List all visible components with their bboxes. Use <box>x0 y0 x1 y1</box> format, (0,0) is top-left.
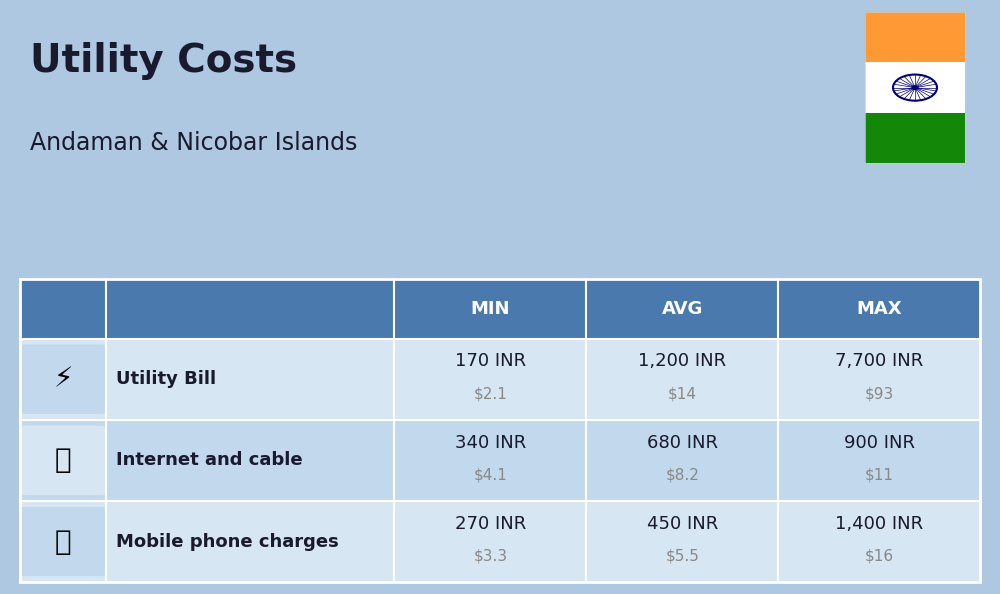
Text: 680 INR: 680 INR <box>647 434 718 451</box>
Text: $93: $93 <box>865 387 894 402</box>
FancyBboxPatch shape <box>778 420 980 501</box>
Text: $3.3: $3.3 <box>473 549 507 564</box>
Text: $2.1: $2.1 <box>473 387 507 402</box>
FancyBboxPatch shape <box>586 420 778 501</box>
FancyBboxPatch shape <box>394 339 586 420</box>
FancyBboxPatch shape <box>20 339 106 420</box>
Text: 450 INR: 450 INR <box>647 515 718 533</box>
FancyBboxPatch shape <box>865 62 965 113</box>
Circle shape <box>912 86 918 89</box>
FancyBboxPatch shape <box>586 339 778 420</box>
Text: 📱: 📱 <box>55 527 72 555</box>
FancyBboxPatch shape <box>106 420 394 501</box>
FancyBboxPatch shape <box>20 426 106 495</box>
Text: $4.1: $4.1 <box>473 467 507 483</box>
Text: ⚡: ⚡ <box>53 365 73 393</box>
Text: 1,400 INR: 1,400 INR <box>835 515 923 533</box>
FancyBboxPatch shape <box>778 339 980 420</box>
FancyBboxPatch shape <box>778 501 980 582</box>
Text: $11: $11 <box>865 467 894 483</box>
FancyBboxPatch shape <box>106 339 394 420</box>
Text: MAX: MAX <box>856 300 902 318</box>
Text: 7,700 INR: 7,700 INR <box>835 352 923 370</box>
FancyBboxPatch shape <box>865 113 965 163</box>
FancyBboxPatch shape <box>394 279 586 339</box>
FancyBboxPatch shape <box>586 279 778 339</box>
FancyBboxPatch shape <box>20 345 106 414</box>
Text: Internet and cable: Internet and cable <box>116 451 303 469</box>
Text: $8.2: $8.2 <box>665 467 699 483</box>
Text: 📡: 📡 <box>55 446 72 475</box>
Text: 900 INR: 900 INR <box>844 434 915 451</box>
FancyBboxPatch shape <box>394 501 586 582</box>
Text: $14: $14 <box>668 387 697 402</box>
Text: 170 INR: 170 INR <box>455 352 526 370</box>
Text: $16: $16 <box>865 549 894 564</box>
FancyBboxPatch shape <box>586 501 778 582</box>
Text: MIN: MIN <box>471 300 510 318</box>
FancyBboxPatch shape <box>20 507 106 576</box>
Text: Andaman & Nicobar Islands: Andaman & Nicobar Islands <box>30 131 357 154</box>
FancyBboxPatch shape <box>778 279 980 339</box>
FancyBboxPatch shape <box>20 279 106 339</box>
Text: $5.5: $5.5 <box>665 549 699 564</box>
Text: Utility Costs: Utility Costs <box>30 42 297 80</box>
FancyBboxPatch shape <box>394 420 586 501</box>
FancyBboxPatch shape <box>865 12 965 62</box>
Text: Utility Bill: Utility Bill <box>116 370 217 388</box>
Text: 340 INR: 340 INR <box>455 434 526 451</box>
Text: 270 INR: 270 INR <box>455 515 526 533</box>
Text: Mobile phone charges: Mobile phone charges <box>116 533 339 551</box>
FancyBboxPatch shape <box>106 279 394 339</box>
FancyBboxPatch shape <box>20 501 106 582</box>
Text: AVG: AVG <box>662 300 703 318</box>
Text: 1,200 INR: 1,200 INR <box>638 352 726 370</box>
FancyBboxPatch shape <box>106 501 394 582</box>
FancyBboxPatch shape <box>20 420 106 501</box>
